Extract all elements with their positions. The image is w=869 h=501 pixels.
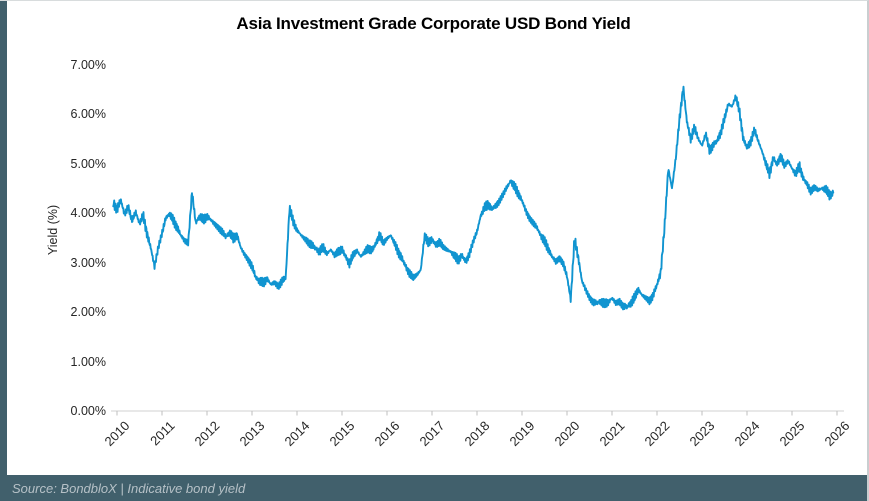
source-note: Source: BondbloX | Indicative bond yield	[12, 480, 246, 496]
y-axis-title: Yield (%)	[46, 204, 60, 256]
y-tick-label: 6.00%	[70, 107, 106, 121]
chart-title: Asia Investment Grade Corporate USD Bond…	[236, 14, 631, 33]
yield-line	[112, 85, 835, 311]
line-chart-canvas	[111, 85, 844, 416]
y-tick-label: 7.00%	[70, 57, 106, 72]
y-tick-label: 5.00%	[70, 156, 106, 171]
y-tick-label: 4.00%	[70, 206, 106, 220]
y-tick-label: 2.00%	[70, 305, 106, 319]
y-tick-label: 1.00%	[70, 354, 106, 369]
y-tick-label: 0.00%	[70, 404, 106, 418]
left-accent-border	[0, 1, 7, 501]
source-footer: Source: BondbloX | Indicative bond yield	[0, 475, 867, 501]
y-tick-label: 3.00%	[70, 255, 106, 270]
